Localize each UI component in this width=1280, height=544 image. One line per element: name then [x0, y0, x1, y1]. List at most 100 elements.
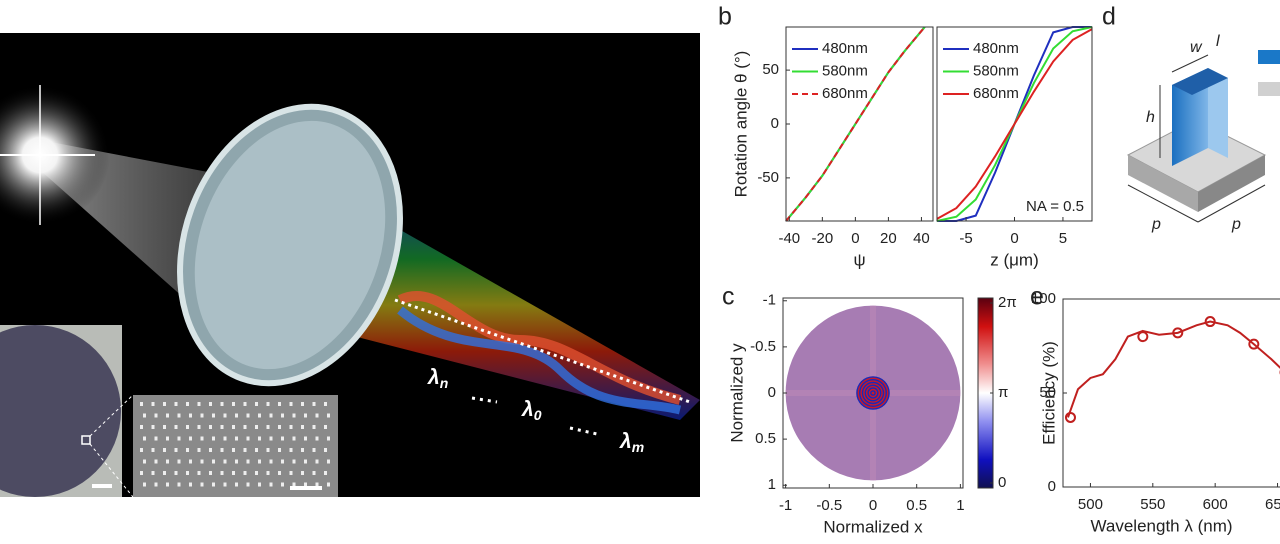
x-tick-label: -5 — [959, 230, 972, 247]
dim-label: l — [1216, 33, 1220, 50]
nanopillar — [278, 448, 281, 452]
nanopillar — [189, 436, 192, 441]
nanopillar — [197, 402, 201, 406]
nanopillar — [243, 425, 247, 429]
nanopillar — [200, 413, 204, 418]
series-line — [1067, 320, 1280, 418]
nanopillar — [163, 425, 166, 429]
nanopillar — [324, 425, 327, 429]
nanopillar — [312, 448, 316, 452]
nanopillar — [304, 413, 307, 418]
nanopillar — [174, 471, 178, 475]
colorbar-tick-label: π — [998, 384, 1008, 401]
nanopillar — [197, 471, 201, 475]
nanopillar — [301, 448, 304, 452]
nanopillar — [174, 425, 178, 429]
panel-label: b — [718, 3, 732, 31]
nanopillar — [255, 402, 258, 406]
x-axis-label: z (μm) — [990, 250, 1039, 269]
nanopillar — [269, 436, 273, 441]
nanopillar — [163, 402, 166, 406]
nanopillar — [315, 482, 319, 487]
nanopillar — [258, 413, 261, 418]
y-tick-label: 50 — [762, 61, 779, 78]
y-tick-label: 1 — [768, 476, 776, 493]
nanopillar — [143, 413, 146, 418]
x-tick-label: -1 — [779, 497, 792, 514]
nanopillar — [269, 459, 273, 464]
dim-label: h — [1146, 109, 1155, 126]
nanopillar — [223, 436, 227, 441]
panel-label: e — [1030, 283, 1044, 311]
nanopillar — [177, 459, 181, 464]
nanopillar — [151, 471, 155, 475]
wavelength-symbol: λ — [427, 366, 440, 389]
nanopillar — [197, 425, 201, 429]
nanopillar — [223, 459, 227, 464]
nanopillar — [304, 482, 307, 487]
nanopillar — [140, 471, 143, 475]
colorbar-tick-label: 2π — [998, 294, 1017, 311]
metalens-face — [194, 120, 386, 370]
nanopillar — [289, 402, 293, 406]
nanopillar — [235, 459, 238, 464]
wavelength-label: λm — [619, 430, 644, 455]
nanopillar — [246, 459, 250, 464]
nanopillar — [292, 459, 296, 464]
zoom-box — [81, 435, 91, 445]
nanopillar — [289, 425, 293, 429]
lens-micrograph — [0, 325, 121, 497]
nanopillar — [266, 402, 270, 406]
nanopillar — [324, 402, 327, 406]
substrate-side — [1198, 155, 1265, 212]
nanopillar — [189, 459, 192, 464]
marker — [1172, 327, 1184, 339]
nanopillar — [163, 448, 166, 452]
nanopillar — [220, 471, 224, 475]
nanopillar — [246, 436, 250, 441]
nanopillar — [143, 482, 146, 487]
nanopillar — [315, 459, 319, 464]
nanopillar — [140, 402, 143, 406]
nanopillar — [154, 436, 158, 441]
dim-label: w — [1190, 39, 1203, 56]
nanopillar — [151, 425, 155, 429]
nanopillar — [327, 482, 330, 487]
wavelength-label: λ0 — [521, 398, 542, 423]
panel-label: d — [1102, 3, 1116, 31]
nanopillar — [292, 436, 296, 441]
nanopillar — [232, 425, 235, 429]
nanopillar — [177, 413, 181, 418]
nanopillar — [278, 402, 281, 406]
nanopillar — [166, 482, 169, 487]
panel-label: c — [722, 283, 735, 311]
nanopillar — [186, 402, 189, 406]
nanopillar — [269, 482, 273, 487]
wavelength-symbol: λ — [619, 430, 632, 453]
legend-label: 480nm — [973, 40, 1019, 57]
nanopillar — [281, 413, 284, 418]
nanopillar — [235, 413, 238, 418]
y-tick-label: 0 — [768, 384, 776, 401]
nanopillar — [312, 402, 316, 406]
x-tick-label: 550 — [1140, 496, 1165, 513]
nanopillar — [223, 413, 227, 418]
nanopillar — [209, 425, 212, 429]
nanopillar — [255, 425, 258, 429]
y-tick-label: 100 — [1031, 290, 1056, 307]
dimension-line — [1171, 54, 1209, 73]
nanopillar — [166, 436, 169, 441]
nanopillar — [281, 436, 284, 441]
nanopillar — [209, 448, 212, 452]
nanopillar — [212, 413, 215, 418]
nanopillar — [154, 413, 158, 418]
pillar-top — [1172, 68, 1228, 95]
nanopillar — [312, 425, 316, 429]
wavelength-symbol: λ — [521, 398, 534, 421]
scale-bar — [290, 486, 322, 490]
annotation: NA = 0.5 — [1026, 198, 1084, 215]
nanopillar — [174, 448, 178, 452]
helix — [397, 306, 682, 415]
x-tick-label: 600 — [1203, 496, 1228, 513]
nanopillar — [289, 471, 293, 475]
